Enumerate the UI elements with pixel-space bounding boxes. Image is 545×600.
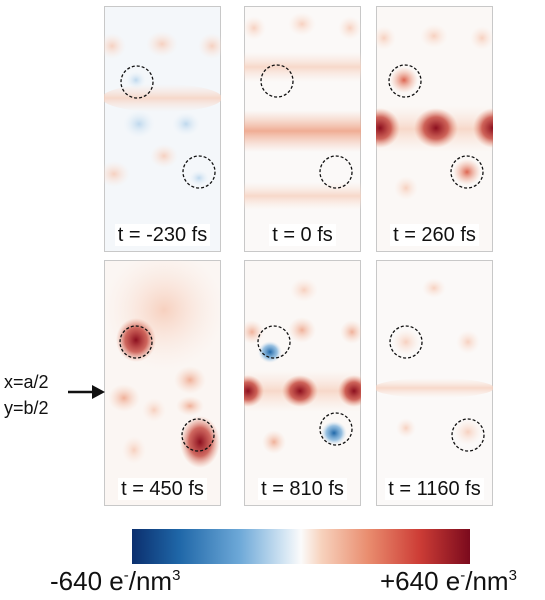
site-marker [119,325,153,359]
site-marker [260,64,294,98]
density-map-panel-5: t = 810 fs [244,260,361,506]
density-map [244,6,361,252]
time-label: t = 1160 fs [376,478,493,500]
position-label-x: x=a/2 [4,372,49,392]
site-marker [451,418,485,452]
time-label: t = -230 fs [104,224,221,246]
site-marker [181,418,215,452]
time-label: t = 450 fs [104,478,221,500]
density-map-panel-1: t = -230 fs [104,6,221,252]
density-map-panel-3: t = 260 fs [376,6,493,252]
density-map-panel-6: t = 1160 fs [376,260,493,506]
density-map [104,260,221,506]
density-map [244,260,361,506]
site-marker [182,155,216,189]
site-marker [319,155,353,189]
density-map [104,6,221,252]
site-marker [120,65,154,99]
colorbar [132,529,470,564]
site-marker [389,325,423,359]
site-marker [388,64,422,98]
arrow-right-icon [68,385,105,399]
site-marker [257,325,291,359]
time-label: t = 810 fs [244,478,361,500]
density-map [376,260,493,506]
density-map [376,6,493,252]
position-label-y: y=b/2 [4,398,49,418]
time-label: t = 0 fs [244,224,361,246]
colorbar-max-label: +640 e-/nm3 [380,566,517,596]
time-label: t = 260 fs [376,224,493,246]
colorbar-min-label: -640 e-/nm3 [50,566,181,596]
density-map-panel-2: t = 0 fs [244,6,361,252]
site-marker [319,412,353,446]
density-map-panel-4: t = 450 fs [104,260,221,506]
site-marker [450,155,484,189]
